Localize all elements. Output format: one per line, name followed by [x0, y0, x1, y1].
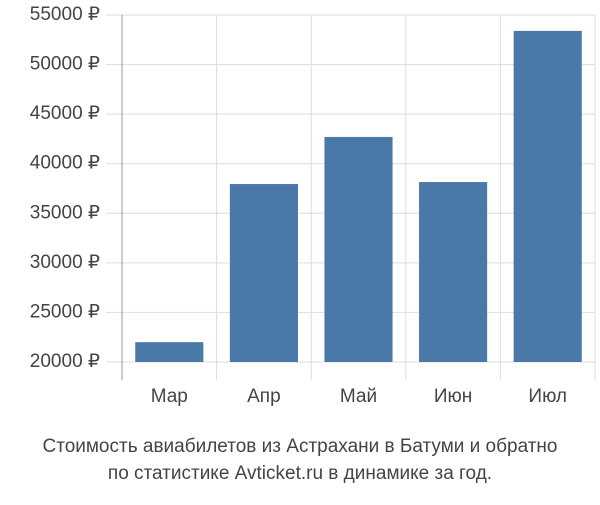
y-tick-label: 50000 ₽ — [30, 54, 100, 75]
bar — [229, 184, 298, 362]
y-tick-label: 40000 ₽ — [30, 153, 100, 174]
y-tick-label: 55000 ₽ — [30, 4, 100, 25]
x-tick-label: Май — [340, 386, 377, 407]
x-tick-label: Июн — [434, 386, 472, 407]
bar — [513, 30, 582, 363]
y-tick-label: 35000 ₽ — [30, 202, 100, 223]
y-tick-label: 20000 ₽ — [30, 351, 100, 372]
x-tick-label: Апр — [247, 386, 281, 407]
y-tick-label: 30000 ₽ — [30, 252, 100, 273]
bar — [135, 342, 204, 362]
bar — [324, 136, 393, 362]
bar — [419, 182, 488, 362]
chart-title: по статистике Avticket.ru в динамике за … — [108, 463, 492, 484]
y-tick-label: 25000 ₽ — [30, 301, 100, 322]
x-tick-label: Июл — [528, 386, 567, 407]
x-tick-label: Мар — [151, 386, 188, 407]
chart-title: Стоимость авиабилетов из Астрахани в Бат… — [42, 436, 557, 457]
y-tick-label: 45000 ₽ — [30, 103, 100, 124]
